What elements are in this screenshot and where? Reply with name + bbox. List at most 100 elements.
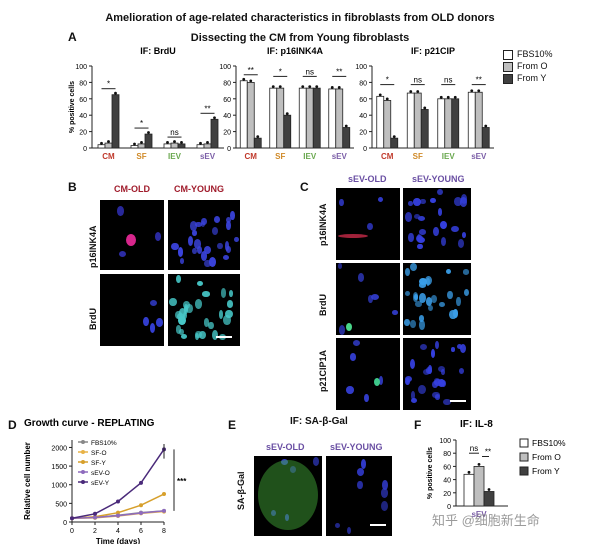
cell-nucleus (357, 272, 365, 282)
cell-nucleus (289, 465, 297, 473)
significance-label: ns (414, 76, 422, 85)
legend-label: From Y (532, 466, 560, 476)
data-point (107, 140, 110, 143)
significance-label: * (140, 119, 143, 128)
cell-nucleus (437, 207, 443, 217)
cell-nucleus (212, 330, 218, 341)
cell-nucleus (230, 211, 235, 221)
chart-title: IF: IL-8 (460, 419, 493, 430)
cell-nucleus (443, 398, 451, 406)
cell-nucleus (193, 239, 202, 249)
cell-nucleus (228, 289, 234, 298)
cell-nucleus (410, 263, 418, 272)
cell-nucleus (200, 250, 208, 261)
y-tick-label: 80 (79, 80, 87, 87)
y-tick-label: 500 (55, 501, 67, 508)
cell-nucleus (149, 322, 156, 333)
cell-nucleus (451, 226, 459, 233)
data-point (330, 86, 334, 89)
stained-cell (374, 378, 380, 386)
data-point (256, 135, 260, 139)
x-tick-label: 2 (93, 528, 97, 535)
cell-nucleus (180, 333, 188, 340)
cell-nucleus (226, 245, 232, 253)
legend-label: From O (532, 452, 561, 462)
cell-nucleus (339, 325, 346, 335)
micrograph-sev-old-p21 (336, 338, 400, 410)
panel-b-col-cm-young: CM-YOUNG (174, 184, 224, 194)
cell-nucleus (346, 386, 354, 394)
chart-title: IF: BrdU (140, 46, 176, 56)
cell-nucleus (428, 304, 434, 312)
y-axis-label: Relative cell number (23, 442, 32, 520)
cell-nucleus (222, 254, 230, 261)
cell-nucleus (420, 344, 428, 351)
cell-nucleus (346, 526, 352, 535)
cell-nucleus (363, 393, 369, 403)
cell-nucleus (339, 198, 344, 207)
cell-nucleus (415, 234, 423, 243)
data-point (199, 141, 202, 145)
cell-nucleus (186, 304, 193, 314)
cell-nucleus (118, 251, 126, 258)
bar (283, 114, 292, 149)
panel-c-row-p16: p16INK4A (318, 203, 328, 246)
significance-label: *** (177, 477, 187, 486)
cell-nucleus (349, 352, 357, 361)
legend-swatch (519, 452, 529, 462)
cell-nucleus (457, 239, 464, 248)
y-tick-label: 0 (63, 520, 67, 527)
y-tick-label: 40 (223, 113, 231, 120)
cell-nucleus (226, 299, 234, 308)
bar (111, 94, 120, 149)
cell-nucleus (192, 247, 198, 255)
y-tick-label: 2000 (51, 445, 67, 452)
bar (474, 91, 483, 149)
data-point (409, 90, 413, 93)
scale-bar (450, 400, 466, 402)
bar (481, 127, 490, 149)
x-tick-label: IEV (168, 152, 182, 161)
growth-curve-chart: Growth curve - REPLATING 0 500 1000 1500 2000… (23, 418, 187, 544)
legend-swatch (503, 73, 513, 84)
micrograph-sev-young-p21 (403, 338, 471, 410)
legend-label: SF-Y (91, 460, 106, 467)
panel-e-col-sev-old: sEV-OLD (266, 442, 305, 452)
data-point (114, 91, 117, 95)
cell-nucleus (413, 214, 420, 220)
x-tick-label: 8 (162, 528, 166, 535)
figure-title: Amelioration of age-related characterist… (105, 12, 495, 24)
cell-nucleus (203, 318, 210, 327)
bar (130, 145, 139, 149)
panel-e-col-sev-young: sEV-YOUNG (330, 442, 383, 452)
data-point (446, 95, 450, 99)
panel-label-e: E (228, 418, 237, 432)
x-tick-label: 0 (70, 528, 74, 535)
x-axis-label: Time (days) (96, 537, 141, 544)
cell-nucleus (418, 385, 427, 395)
cell-nucleus (446, 290, 453, 300)
data-point (166, 141, 169, 144)
x-tick-label: sEV (200, 152, 216, 161)
y-tick-label: 40 (359, 113, 367, 120)
cell-nucleus (353, 340, 361, 346)
y-tick-label: 0 (447, 504, 451, 511)
cell-nucleus (280, 458, 288, 465)
y-tick-label: 100 (355, 64, 367, 71)
significance-label: ** (248, 66, 254, 75)
bar (97, 144, 106, 149)
cell-nucleus (270, 510, 276, 517)
cell-nucleus (420, 199, 426, 205)
data-point (271, 85, 275, 89)
micrograph-sev-old-p16 (336, 188, 400, 260)
cell-nucleus (337, 263, 342, 269)
legend-swatch (519, 466, 529, 476)
cell-nucleus (418, 314, 425, 322)
cell-nucleus (435, 340, 440, 350)
cell-nucleus (425, 297, 432, 306)
bar (196, 144, 205, 149)
cell-nucleus (117, 206, 124, 216)
cell-nucleus (404, 268, 410, 277)
panel-a-legend: FBS10% From O From Y (503, 48, 553, 84)
bar (239, 80, 248, 149)
